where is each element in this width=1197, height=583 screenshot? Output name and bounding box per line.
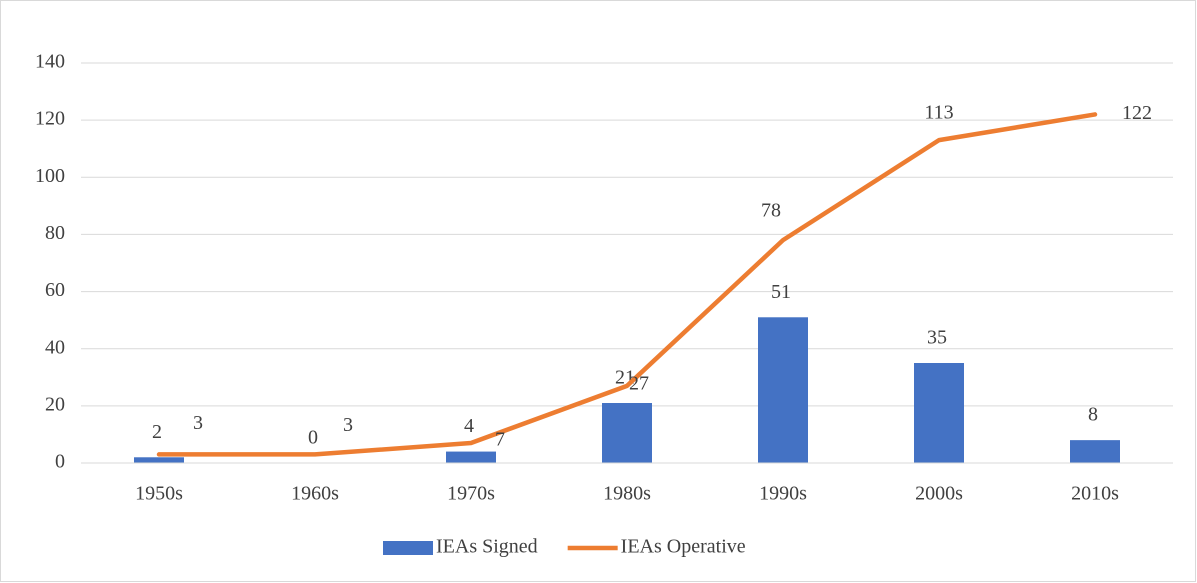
data-label: 2 xyxy=(152,421,162,443)
y-tick-label: 0 xyxy=(55,451,65,473)
y-tick-label: 120 xyxy=(35,108,65,130)
data-label: 51 xyxy=(771,281,791,303)
legend-label: IEAs Operative xyxy=(621,536,746,558)
x-tick-label: 2000s xyxy=(915,483,963,505)
x-tick-label: 1980s xyxy=(603,483,651,505)
x-tick-label: 1950s xyxy=(135,483,183,505)
y-tick-label: 20 xyxy=(45,393,65,415)
data-label: 27 xyxy=(629,372,649,394)
data-label: 35 xyxy=(927,327,947,349)
x-tick-label: 1990s xyxy=(759,483,807,505)
y-tick-label: 60 xyxy=(45,279,65,301)
bar xyxy=(446,451,496,463)
bar xyxy=(602,403,652,463)
y-tick-label: 80 xyxy=(45,222,65,244)
data-label: 4 xyxy=(464,415,474,437)
data-label: 122 xyxy=(1122,102,1152,124)
data-label: 78 xyxy=(761,200,781,222)
legend-label: IEAs Signed xyxy=(436,536,538,558)
data-label: 3 xyxy=(193,412,203,434)
data-label: 0 xyxy=(308,427,318,449)
bar xyxy=(914,363,964,463)
legend-swatch xyxy=(383,541,433,555)
y-tick-label: 100 xyxy=(35,165,65,187)
x-tick-label: 1970s xyxy=(447,483,495,505)
data-label: 113 xyxy=(924,102,953,124)
line xyxy=(156,112,1098,457)
bar xyxy=(1070,440,1120,463)
data-label: 8 xyxy=(1088,404,1098,426)
x-tick-label: 1960s xyxy=(291,483,339,505)
data-label: 3 xyxy=(343,414,353,436)
bar xyxy=(134,457,184,463)
data-label: 7 xyxy=(495,429,505,451)
y-tick-label: 40 xyxy=(45,336,65,358)
y-tick-label: 140 xyxy=(35,51,65,73)
bar xyxy=(758,317,808,463)
x-tick-label: 2010s xyxy=(1071,483,1119,505)
